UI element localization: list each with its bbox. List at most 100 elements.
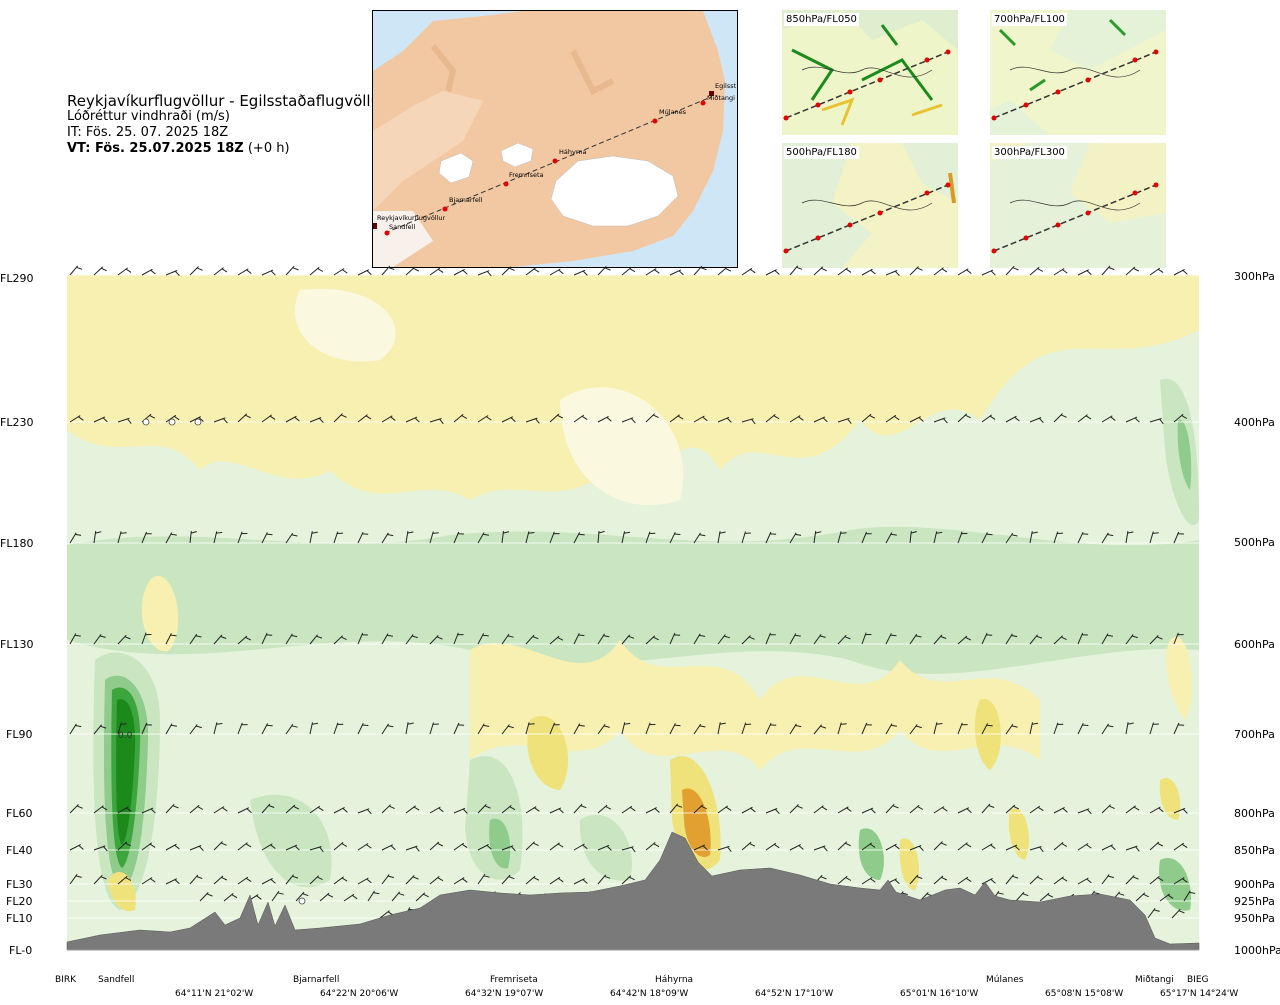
wind-barb bbox=[909, 845, 924, 851]
panel-300-label: 300hPa/FL300 bbox=[992, 146, 1067, 159]
wind-barb bbox=[621, 875, 635, 885]
panel-500: 500hPa/FL180 bbox=[782, 143, 958, 268]
wind-barb bbox=[549, 413, 564, 423]
p-label-950: 950hPa bbox=[1234, 912, 1275, 925]
wind-barb bbox=[1101, 415, 1116, 423]
wind-barb bbox=[765, 722, 777, 735]
wind-barb bbox=[477, 415, 492, 423]
wind-barb bbox=[165, 270, 180, 276]
wind-barb bbox=[525, 634, 539, 645]
wind-barb bbox=[981, 632, 993, 645]
wind-barb bbox=[741, 722, 752, 735]
wind-barb bbox=[357, 269, 372, 276]
wind-barb bbox=[717, 416, 732, 423]
wind-barb bbox=[981, 803, 995, 814]
wind-barb bbox=[1149, 722, 1159, 735]
wind-barb bbox=[1005, 844, 1020, 851]
wind-barb bbox=[1101, 532, 1114, 544]
wind-barb bbox=[69, 265, 83, 276]
fl-label-180: FL180 bbox=[0, 537, 34, 550]
wind-barb bbox=[549, 268, 564, 276]
wind-barb bbox=[717, 266, 732, 276]
wind-barb bbox=[501, 874, 515, 885]
wind-barb bbox=[573, 878, 588, 885]
fl-label-90: FL90 bbox=[6, 728, 33, 741]
wind-barb bbox=[861, 268, 876, 276]
wind-barb bbox=[165, 723, 177, 735]
wind-barb bbox=[693, 265, 707, 276]
wind-barb bbox=[381, 844, 396, 851]
wind-barb bbox=[741, 841, 756, 851]
wind-barb bbox=[573, 269, 588, 276]
wind-barb bbox=[573, 723, 585, 735]
wind-barb bbox=[213, 722, 223, 735]
waypoint-sandfell: Sandfell bbox=[98, 975, 135, 985]
wind-barb bbox=[813, 634, 826, 645]
wind-barb bbox=[405, 805, 420, 814]
wind-barb bbox=[525, 531, 535, 544]
wind-barb bbox=[549, 635, 564, 645]
wind-barb bbox=[1171, 908, 1185, 919]
wind-barb bbox=[165, 843, 180, 851]
wind-barb bbox=[165, 878, 180, 885]
wind-barb bbox=[117, 806, 132, 814]
wind-barb bbox=[1005, 804, 1020, 814]
wind-barb bbox=[213, 841, 227, 851]
wind-barb bbox=[381, 804, 395, 814]
wind-barb bbox=[453, 807, 468, 814]
calm-marker bbox=[142, 418, 150, 426]
wind-barb bbox=[213, 875, 228, 885]
wind-barb bbox=[813, 805, 828, 814]
wind-barb bbox=[837, 875, 852, 885]
contour-label: 0.0 bbox=[118, 731, 133, 741]
wind-barb bbox=[285, 633, 298, 645]
variable-subtitle: Lóðréttur vindhraði (m/s) bbox=[67, 109, 230, 124]
map-label-mulanes: Múlanes bbox=[659, 108, 687, 116]
wind-barb bbox=[285, 844, 300, 851]
valid-time: VT: Fös. 25.07.2025 18Z (+0 h) bbox=[67, 141, 386, 157]
wind-barb bbox=[261, 632, 273, 645]
wind-barb bbox=[381, 415, 396, 423]
map-point-midtangi bbox=[700, 100, 706, 106]
wind-barb bbox=[981, 723, 993, 735]
wind-barb bbox=[1135, 892, 1149, 902]
wind-barb bbox=[933, 875, 948, 885]
wind-barb bbox=[837, 531, 847, 544]
wind-barb bbox=[405, 845, 420, 852]
wind-barb bbox=[621, 634, 635, 645]
wind-barb bbox=[453, 722, 465, 735]
wind-barb bbox=[69, 723, 82, 735]
wind-barb bbox=[909, 633, 922, 645]
wind-barb bbox=[957, 842, 972, 851]
wind-barb bbox=[1053, 268, 1068, 276]
wind-barb bbox=[141, 531, 152, 544]
wind-barb bbox=[117, 634, 131, 645]
wind-barb bbox=[69, 804, 83, 814]
wind-barb bbox=[93, 634, 106, 645]
wind-barb bbox=[909, 804, 924, 814]
wind-barb bbox=[1149, 806, 1164, 814]
wind-barb bbox=[525, 875, 540, 885]
wind-barb bbox=[621, 531, 631, 544]
coord-label: 64°11'N 21°02'W bbox=[175, 989, 254, 999]
wind-barb bbox=[261, 877, 276, 885]
wind-barb bbox=[861, 722, 872, 735]
wind-barb bbox=[333, 268, 348, 276]
wind-barb bbox=[199, 892, 213, 902]
wind-barb bbox=[789, 633, 801, 645]
wind-barb bbox=[885, 270, 900, 276]
wind-barb bbox=[933, 841, 947, 851]
wind-barb bbox=[741, 267, 756, 276]
wind-barb bbox=[717, 531, 726, 544]
fl-label-130: FL130 bbox=[0, 638, 34, 651]
wind-barb bbox=[429, 635, 443, 645]
wind-barb bbox=[261, 723, 273, 735]
wind-barb bbox=[1053, 722, 1064, 735]
wind-barb bbox=[645, 722, 656, 735]
wind-barb bbox=[1053, 876, 1068, 885]
panel-700-label: 700hPa/FL100 bbox=[992, 13, 1067, 26]
wind-barb bbox=[165, 414, 180, 423]
wind-barb bbox=[285, 415, 300, 423]
wind-barb bbox=[669, 414, 684, 423]
